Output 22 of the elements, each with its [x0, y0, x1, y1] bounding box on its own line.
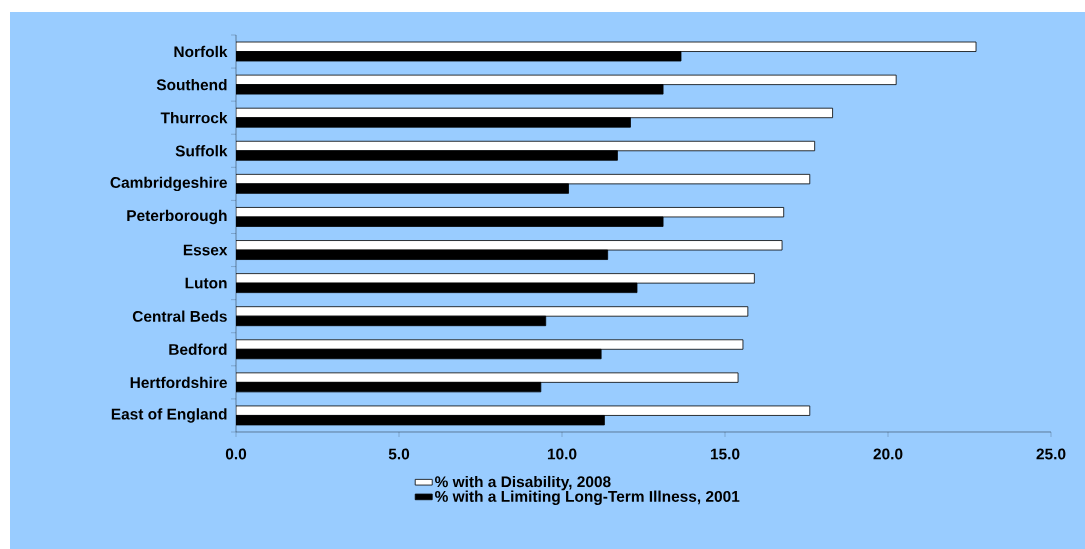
- x-tick-label: 0.0: [225, 448, 247, 460]
- y-tick-label: Cambridgeshire: [110, 176, 227, 192]
- y-tick-label: Peterborough: [127, 209, 227, 225]
- y-tick-label: East of England: [111, 408, 227, 423]
- y-tick-label: Thurrock: [160, 112, 228, 124]
- y-tick-label: Suffolk: [175, 145, 228, 157]
- x-tick-label: 5.0: [388, 448, 410, 460]
- y-tick-label: Luton: [185, 277, 227, 289]
- x-tick-label: 15.0: [710, 448, 740, 460]
- legend-label: % with a Disability, 2008: [435, 475, 611, 491]
- y-tick-label: Hertfordshire: [130, 376, 227, 389]
- x-tick-label: 25.0: [1036, 448, 1066, 460]
- y-tick-label: Central Beds: [132, 310, 227, 322]
- x-tick-label: 20.0: [873, 448, 903, 460]
- y-tick-label: Norfolk: [174, 45, 228, 58]
- y-tick-label: Bedford: [169, 343, 227, 355]
- bar: [236, 339, 744, 350]
- y-tick-label: Southend: [156, 78, 227, 91]
- bar: [236, 306, 749, 317]
- legend-label: % with a Limiting Long-Term Illness, 2001: [435, 490, 740, 505]
- y-tick-label: Essex: [183, 244, 228, 256]
- x-tick-label: 10.0: [547, 448, 577, 460]
